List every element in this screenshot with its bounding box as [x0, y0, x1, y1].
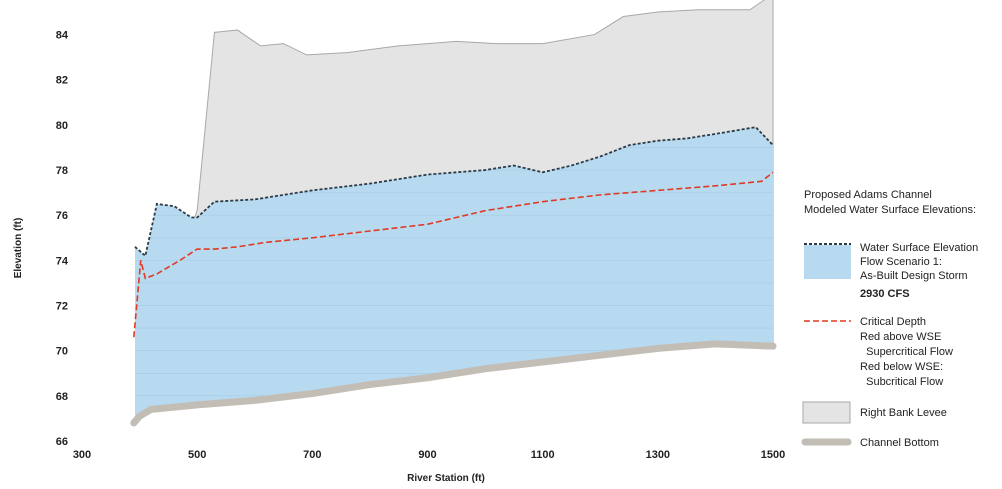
- water-area: [134, 127, 773, 422]
- legend-critical-line3: Supercritical Flow: [860, 346, 953, 358]
- y-tick-label: 76: [56, 210, 68, 222]
- y-tick-label: 74: [56, 255, 69, 267]
- y-tick-label: 82: [56, 75, 68, 87]
- y-tick-label: 80: [56, 120, 68, 132]
- legend: Proposed Adams Channel Modeled Water Sur…: [801, 189, 978, 449]
- legend-bottom-label: Channel Bottom: [860, 437, 939, 449]
- legend-wse-line1: Water Surface Elevation: [860, 242, 978, 254]
- legend-critical-line4: Red below WSE:: [860, 361, 943, 373]
- legend-wse-flow: 2930 CFS: [860, 288, 910, 300]
- critical-depth-line: [133, 171, 774, 338]
- x-tick-label: 1500: [761, 449, 785, 461]
- legend-levee-swatch: [802, 401, 851, 424]
- x-tick-label: 1300: [646, 449, 670, 461]
- y-tick-label: 68: [56, 391, 68, 403]
- legend-wse-line3: As-Built Design Storm: [860, 270, 968, 282]
- plot-area: [130, 0, 777, 427]
- legend-critical-line1: Critical Depth: [860, 316, 926, 328]
- x-tick-label: 1100: [531, 449, 555, 461]
- legend-levee-label: Right Bank Levee: [860, 407, 947, 419]
- x-tick-label: 700: [303, 449, 321, 461]
- legend-wse-swatch: [804, 245, 851, 279]
- y-axis-title: Elevation (ft): [13, 218, 24, 279]
- y-axis-ticks: 66 68 70 72 74 76 78 80 82 84: [56, 30, 69, 448]
- x-tick-label: 900: [418, 449, 436, 461]
- x-axis-ticks: 300 500 700 900 1100 1300 1500: [73, 449, 785, 461]
- legend-wse-line2: Flow Scenario 1:: [860, 256, 942, 268]
- channel-bottom-line: [130, 340, 777, 427]
- y-tick-label: 66: [56, 436, 68, 448]
- wse-line: [134, 126, 774, 258]
- y-tick-label: 72: [56, 301, 68, 313]
- y-tick-label: 78: [56, 165, 68, 177]
- x-axis-title: River Station (ft): [407, 473, 485, 484]
- x-tick-label: 300: [73, 449, 91, 461]
- legend-heading-line2: Modeled Water Surface Elevations:: [804, 204, 976, 216]
- y-tick-label: 84: [56, 30, 69, 42]
- legend-critical-line2: Red above WSE: [860, 331, 941, 343]
- x-tick-label: 500: [188, 449, 206, 461]
- legend-critical-line5: Subcritical Flow: [860, 376, 943, 388]
- y-tick-label: 70: [56, 346, 68, 358]
- legend-heading-line1: Proposed Adams Channel: [804, 189, 932, 201]
